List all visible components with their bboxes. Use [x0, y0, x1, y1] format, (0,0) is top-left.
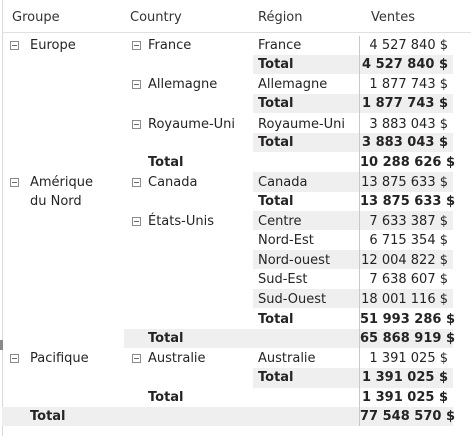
country-total-label: Total [258, 194, 294, 209]
group-label-pacifique: Pacifique [30, 351, 89, 366]
collapse-icon[interactable] [10, 178, 19, 187]
country-total-label: Total [258, 57, 294, 72]
column-divider[interactable] [359, 36, 360, 426]
group-total-label: Total [148, 390, 184, 405]
country-label-etats-unis: États-Unis [148, 214, 214, 229]
header-region[interactable]: Région [258, 10, 303, 25]
region-value: 4 527 840 $ [369, 38, 448, 53]
country-total-value: 13 875 633 $ [360, 194, 455, 209]
subtotal-band [253, 368, 453, 388]
country-total-value: 1 391 025 $ [362, 370, 448, 385]
country-total-label: Total [258, 96, 294, 111]
region-value: 18 001 116 $ [361, 292, 448, 307]
region-name: Sud-Ouest [258, 292, 327, 307]
region-value: 7 638 607 $ [369, 272, 448, 287]
collapse-icon[interactable] [10, 41, 19, 50]
region-value: 13 875 633 $ [361, 175, 448, 190]
region-value: 1 391 025 $ [369, 351, 448, 366]
collapse-icon[interactable] [132, 41, 141, 50]
collapse-icon[interactable] [132, 178, 141, 187]
collapse-icon[interactable] [132, 354, 141, 363]
region-band [253, 250, 453, 269]
region-name: Australie [258, 351, 316, 366]
header-ventes[interactable]: Ventes [371, 10, 415, 25]
region-name: Sud-Est [258, 272, 308, 287]
country-total-label: Total [258, 370, 294, 385]
group-label-europe: Europe [30, 38, 76, 53]
region-name: France [258, 38, 302, 53]
country-total-value: 4 527 840 $ [362, 57, 448, 72]
group-total-value: 1 391 025 $ [362, 390, 448, 405]
region-value: 7 633 387 $ [369, 214, 448, 229]
country-label-royaume-uni: Royaume-Uni [148, 117, 236, 132]
collapse-icon[interactable] [132, 217, 141, 226]
region-band [253, 289, 453, 308]
country-total-label: Total [258, 312, 294, 327]
region-name: Royaume-Uni [258, 117, 346, 132]
country-total-value: 1 877 743 $ [362, 96, 448, 111]
country-total-value: 3 883 043 $ [362, 135, 448, 150]
region-name: Nord-Est [258, 233, 314, 248]
country-label-canada: Canada [148, 175, 198, 190]
collapse-icon[interactable] [132, 120, 141, 129]
group-total-value: 10 288 626 $ [360, 155, 455, 170]
region-value: 6 715 354 $ [369, 233, 448, 248]
group-total-label: Total [148, 155, 184, 170]
grand-total-label: Total [30, 409, 66, 424]
region-name: Centre [258, 214, 302, 229]
region-name: Nord-ouest [258, 253, 331, 268]
resize-handle[interactable] [0, 340, 3, 350]
country-label-france: France [148, 38, 192, 53]
region-value: 12 004 822 $ [361, 253, 448, 268]
group-total-value: 65 868 919 $ [360, 331, 455, 346]
header-country[interactable]: Country [130, 10, 182, 25]
grand-total-value: 77 548 570 $ [360, 409, 455, 424]
grand-total-band [2, 407, 453, 426]
country-label-australie: Australie [148, 351, 206, 366]
country-label-allemagne: Allemagne [148, 77, 218, 92]
region-name: Allemagne [258, 77, 328, 92]
subtotal-band [253, 55, 453, 74]
collapse-icon[interactable] [132, 80, 141, 89]
group-total-label: Total [148, 331, 184, 346]
region-band [253, 172, 453, 192]
group-total-band [124, 329, 453, 348]
region-value: 3 883 043 $ [369, 117, 448, 132]
collapse-icon[interactable] [10, 354, 19, 363]
subtotal-band [253, 133, 453, 152]
region-band [253, 211, 453, 230]
group-label-amerique-line2: du Nord [30, 194, 82, 209]
region-value: 1 877 743 $ [369, 77, 448, 92]
region-name: Canada [258, 175, 308, 190]
header-groupe[interactable]: Groupe [12, 10, 60, 25]
header-separator [2, 32, 471, 33]
country-total-label: Total [258, 135, 294, 150]
group-label-amerique-line1: Amérique [30, 175, 94, 190]
matrix-left-border [2, 0, 3, 436]
subtotal-band [253, 94, 453, 113]
country-total-value: 51 993 286 $ [360, 312, 455, 327]
